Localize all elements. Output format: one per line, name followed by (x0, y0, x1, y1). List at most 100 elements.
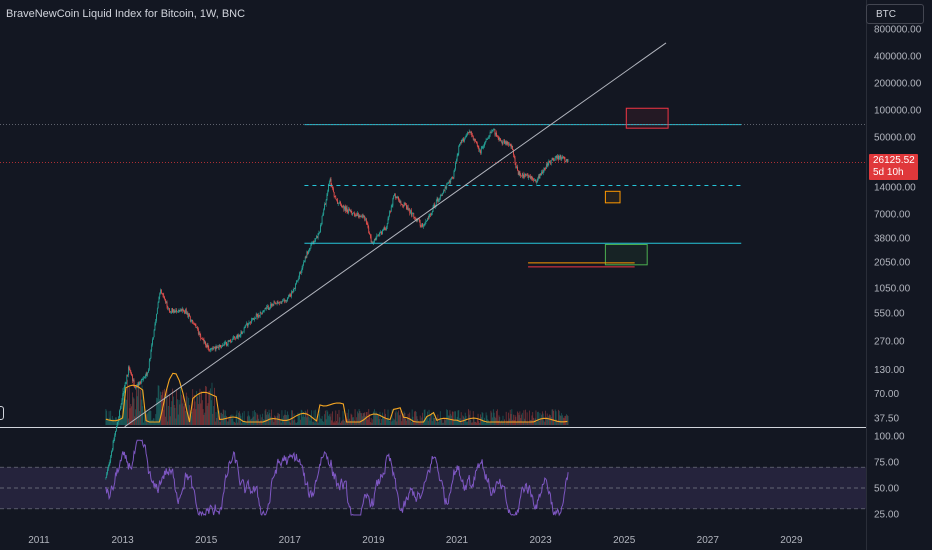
volume-bar (241, 422, 243, 425)
candle-body (453, 171, 455, 178)
volume-bar (394, 412, 396, 425)
volume-bar (151, 420, 153, 425)
volume-bar (354, 409, 356, 425)
candle-body (508, 143, 510, 145)
candle-body (480, 150, 481, 154)
candle-body (438, 199, 440, 202)
volume-bar (562, 415, 563, 425)
candle-body (221, 346, 223, 348)
candle-body (500, 138, 501, 141)
candle-body (295, 281, 297, 284)
volume-bar (160, 395, 162, 425)
volume-bar (514, 415, 516, 425)
volume-bar (350, 413, 352, 425)
currency-button[interactable]: BTC (866, 4, 924, 24)
volume-bar (211, 382, 213, 425)
volume-bar (232, 414, 234, 425)
candle-body (480, 147, 482, 154)
volume-bar (395, 410, 397, 425)
volume-bar (212, 413, 214, 425)
candle-body (559, 155, 561, 158)
volume-bar (234, 421, 235, 425)
candle-body (353, 212, 354, 214)
annotation-box (604, 243, 648, 266)
volume-bar (188, 397, 190, 425)
volume-bar (498, 415, 500, 425)
candle-body (222, 345, 223, 347)
candle-body (536, 181, 538, 183)
candle-body (160, 289, 162, 294)
candle-body (471, 132, 473, 135)
candle-body (456, 155, 458, 160)
candle-body (555, 155, 557, 157)
candle-body (185, 309, 186, 314)
candle-body (178, 310, 180, 311)
volume-bar (116, 422, 118, 425)
volume-bar (388, 419, 390, 425)
candle-body (393, 195, 395, 199)
volume-bar (378, 418, 380, 425)
candle-body (538, 176, 540, 179)
candle-body (257, 315, 259, 318)
candle-body (126, 375, 128, 383)
volume-bar (133, 398, 135, 425)
volume-bar (493, 412, 495, 425)
candle-body (448, 180, 450, 183)
volume-bar (281, 410, 283, 425)
volume-bar (327, 411, 329, 425)
scroll-handle[interactable] (0, 406, 4, 420)
candle-body (513, 154, 515, 158)
candle-body (285, 300, 287, 302)
volume-bar (312, 421, 313, 425)
volume-bar (438, 421, 440, 425)
volume-bar (386, 419, 388, 425)
candle-body (272, 304, 274, 305)
candle-body (389, 211, 391, 217)
candle-body (537, 178, 538, 182)
volume-bar (550, 416, 552, 425)
volume-bar (115, 417, 117, 425)
candle-body (253, 318, 255, 320)
candle-body (246, 323, 248, 326)
candle-body (166, 301, 168, 307)
volume-bar (411, 409, 413, 425)
candle-body (139, 381, 141, 385)
volume-bar (443, 422, 444, 425)
volume-bar (431, 421, 433, 425)
candle-body (198, 333, 200, 335)
volume-bar (455, 419, 457, 425)
candle-body (255, 314, 257, 318)
candle-body (485, 139, 487, 142)
candle-body (160, 289, 161, 294)
candle-body (150, 350, 152, 359)
candle-body (142, 379, 144, 380)
volume-bar (291, 410, 292, 425)
volume-bar (432, 412, 434, 425)
candle-body (193, 323, 195, 325)
volume-bar (519, 411, 521, 425)
countdown-label: 5d 10h (873, 167, 904, 178)
candle-body (476, 141, 477, 144)
volume-bar (565, 415, 567, 425)
candle-body (488, 137, 489, 139)
candle-body (115, 431, 116, 436)
candle-body (288, 294, 290, 297)
candle-body (531, 176, 533, 179)
volume-bar (261, 417, 263, 425)
volume-bar (341, 421, 342, 425)
candle-body (372, 241, 374, 243)
candle-body (521, 173, 523, 177)
candle-body (500, 140, 502, 142)
candle-body (423, 225, 425, 226)
candle-body (497, 137, 499, 138)
candle-body (330, 178, 332, 186)
volume-bar (506, 421, 508, 425)
volume-bar (451, 415, 452, 425)
candle-body (551, 158, 553, 161)
candle-body (261, 313, 263, 314)
volume-bar (333, 420, 335, 425)
candle-body (125, 382, 127, 384)
volume-bar (492, 409, 494, 425)
volume-bar (355, 421, 357, 425)
